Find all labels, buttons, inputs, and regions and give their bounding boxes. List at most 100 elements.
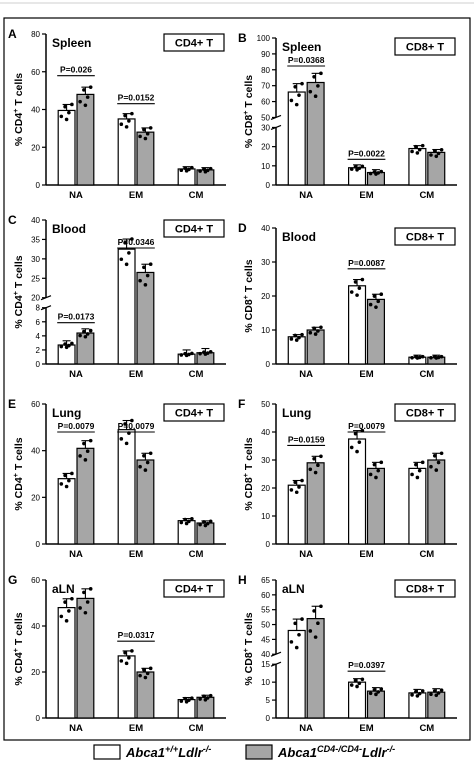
- data-point: [59, 482, 64, 486]
- data-point: [63, 342, 67, 346]
- data-point: [357, 440, 362, 444]
- x-tick-label: CM: [419, 723, 434, 734]
- data-point: [64, 117, 69, 122]
- data-point: [434, 468, 439, 472]
- data-point: [414, 144, 418, 149]
- text-span: +: [241, 648, 250, 652]
- text-span: % CD4: [13, 295, 25, 328]
- y-tick-label: 60: [31, 400, 40, 409]
- data-point: [88, 587, 93, 591]
- data-point: [123, 650, 127, 655]
- data-point: [417, 468, 422, 473]
- y-axis-label: % CD8+ T cells: [241, 75, 256, 148]
- data-point: [78, 333, 82, 338]
- y-tick-label: 5: [266, 696, 271, 705]
- cell-type-label: CD8+ T: [406, 42, 444, 54]
- cell-type-label: CD4+ T: [175, 38, 213, 50]
- y-tick-label: 40: [31, 216, 40, 225]
- data-point: [316, 463, 320, 468]
- text-span: T cells: [13, 437, 25, 473]
- data-point: [148, 126, 153, 130]
- data-point: [123, 113, 127, 118]
- text-span: +: [11, 109, 20, 113]
- panel-letter: D: [238, 221, 247, 235]
- data-point: [420, 143, 425, 148]
- data-point: [59, 344, 64, 349]
- y-axis-label: % CD8+ T cells: [241, 612, 256, 685]
- data-point: [83, 458, 88, 462]
- data-point: [297, 93, 301, 97]
- data-point: [297, 335, 301, 340]
- cell-type-box: [163, 33, 225, 52]
- data-point: [208, 350, 213, 354]
- data-point: [429, 153, 433, 157]
- bar-wt: [57, 109, 76, 186]
- data-point: [64, 619, 69, 623]
- y-tick-label: 0: [266, 360, 271, 369]
- text-span: % CD8: [243, 477, 255, 510]
- data-point: [70, 341, 74, 346]
- data-point: [64, 484, 69, 489]
- data-point: [190, 696, 194, 700]
- data-point: [208, 519, 213, 524]
- text-span: -/-: [203, 744, 212, 754]
- data-point: [85, 332, 90, 336]
- data-point: [308, 629, 313, 633]
- x-tick-label: EM: [129, 190, 143, 201]
- data-point: [127, 655, 131, 660]
- data-point: [297, 485, 301, 489]
- data-point: [78, 99, 82, 104]
- cell-type-box: [394, 227, 456, 246]
- data-point: [148, 262, 153, 267]
- x-tick-label: CM: [189, 190, 204, 201]
- data-point: [64, 345, 69, 350]
- data-point: [432, 689, 437, 693]
- data-point: [414, 689, 418, 694]
- y-axis-label: % CD4+ T cells: [11, 73, 26, 146]
- x-tick-label: EM: [359, 369, 373, 380]
- data-point: [374, 172, 378, 176]
- data-point: [145, 671, 150, 676]
- data-point: [429, 464, 433, 469]
- y-tick-label: 70: [261, 82, 270, 91]
- text-span: T cells: [243, 259, 255, 295]
- data-point: [145, 273, 150, 278]
- data-point: [316, 621, 320, 626]
- data-point: [360, 164, 365, 169]
- pvalue-label: P=0.0087: [348, 258, 385, 268]
- data-point: [308, 467, 313, 472]
- data-point: [85, 600, 90, 604]
- data-point: [368, 302, 373, 307]
- data-point: [82, 88, 86, 92]
- data-point: [83, 334, 88, 339]
- data-point: [360, 277, 365, 282]
- pvalue-label: P=0.0079: [58, 421, 95, 431]
- data-point: [143, 468, 148, 472]
- y-tick-label: 0: [36, 540, 41, 549]
- cell-type-box: [163, 579, 225, 598]
- data-point: [289, 337, 294, 341]
- data-point: [439, 688, 444, 692]
- data-point: [439, 147, 444, 152]
- data-point: [70, 102, 74, 107]
- data-point: [410, 693, 414, 697]
- data-point: [294, 645, 299, 650]
- data-point: [415, 475, 420, 480]
- x-tick-label: EM: [359, 549, 373, 560]
- x-tick-label: CM: [419, 549, 434, 560]
- data-point: [432, 454, 437, 458]
- data-point: [353, 678, 358, 683]
- data-point: [376, 299, 381, 304]
- text-span: T cells: [13, 255, 25, 291]
- bar-ko: [76, 93, 95, 186]
- pvalue-label: P=0.0022: [348, 148, 385, 158]
- bar-wt: [117, 655, 136, 719]
- data-point: [138, 278, 142, 283]
- y-axis-label: % CD8+ T cells: [241, 259, 256, 332]
- data-point: [82, 441, 86, 446]
- data-point: [145, 460, 150, 465]
- text-span: +: [11, 473, 20, 477]
- data-point: [436, 691, 441, 695]
- data-point: [368, 691, 373, 696]
